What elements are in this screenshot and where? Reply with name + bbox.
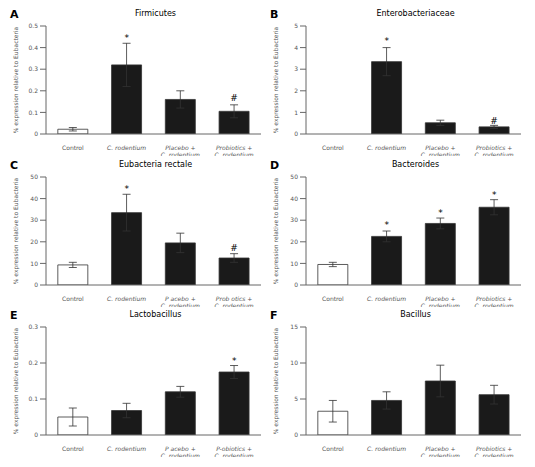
svg-text:Control: Control	[322, 445, 344, 452]
svg-text:50: 50	[290, 173, 298, 180]
svg-text:C. rodentium: C. rodentium	[107, 445, 146, 452]
svg-text:C. rodentium: C. rodentium	[367, 144, 406, 151]
svg-text:Control: Control	[62, 295, 84, 302]
svg-text:Placebo +C. rodentium: Placebo +C. rodentium	[421, 445, 460, 457]
svg-text:0: 0	[34, 281, 38, 288]
svg-text:0: 0	[294, 281, 298, 288]
svg-text:Probiotics +C. rodentium: Probiotics +C. rodentium	[215, 144, 254, 156]
svg-text:#: #	[230, 93, 238, 103]
svg-text:Placebo +C. rodentium: Placebo +C. rodentium	[161, 144, 200, 156]
svg-text:20: 20	[290, 238, 298, 245]
svg-text:*: *	[492, 189, 497, 199]
svg-text:Probiotics +C. rodentium: Probiotics +C. rodentium	[475, 144, 514, 156]
svg-text:Control: Control	[322, 144, 344, 151]
html-text:Eubacteria rectale: Eubacteria rectale	[118, 159, 193, 169]
svg-text:0.2: 0.2	[28, 87, 38, 94]
svg-text:0: 0	[294, 130, 298, 137]
svg-text:*: *	[384, 36, 389, 46]
svg-text:Probiotics +C. rodentium: Probiotics +C. rodentium	[475, 445, 514, 457]
svg-text:10: 10	[30, 259, 38, 266]
svg-text:C. rodentium: C. rodentium	[107, 295, 146, 302]
svg-text:0: 0	[34, 130, 38, 137]
html-text:E: E	[10, 309, 18, 323]
html-text:Bacillus: Bacillus	[400, 310, 431, 320]
svg-text:0.1: 0.1	[28, 395, 38, 402]
html-text:C: C	[10, 158, 19, 172]
svg-text:C. rodentium: C. rodentium	[107, 144, 146, 151]
svg-text:0.3: 0.3	[28, 323, 38, 330]
html-text:F: F	[270, 309, 278, 323]
svg-text:40: 40	[290, 194, 298, 201]
svg-text:% expression relative to Eubac: % expression relative to Eubacteria	[12, 328, 20, 435]
svg-text:P-obiotics +C. rodentium: P-obiotics +C. rodentium	[215, 445, 254, 457]
svg-text:2: 2	[294, 87, 298, 94]
svg-text:15: 15	[290, 323, 298, 330]
svg-text:0.1: 0.1	[28, 109, 38, 116]
svg-text:% expression relative to Eubac: % expression relative to Eubacteria	[272, 177, 280, 284]
svg-text:% expression relative to Eubac: % expression relative to Eubacteria	[12, 26, 20, 133]
html-text:Firmicutes: Firmicutes	[134, 9, 176, 18]
svg-text:*: *	[232, 356, 237, 366]
html-text:Bacteroides: Bacteroides	[391, 159, 440, 169]
svg-text:Placebo +C. rodentium: Placebo +C. rodentium	[421, 144, 460, 156]
svg-text:Placebo +C. rodentium: Placebo +C. rodentium	[421, 295, 460, 307]
html-text:Enterobacteriaceae: Enterobacteriaceae	[376, 9, 455, 18]
svg-text:% expression relative to Eubac: % expression relative to Eubacteria	[272, 26, 280, 133]
html-text:B: B	[270, 8, 279, 21]
svg-text:4: 4	[294, 44, 298, 51]
svg-text:#: #	[230, 243, 238, 253]
svg-text:5: 5	[294, 22, 298, 29]
svg-text:0.5: 0.5	[28, 22, 38, 29]
svg-text:#: #	[490, 116, 498, 126]
svg-text:50: 50	[30, 173, 38, 180]
svg-text:Control: Control	[62, 144, 84, 151]
svg-text:Control: Control	[322, 295, 344, 302]
svg-text:P acebo +C. rodentium: P acebo +C. rodentium	[161, 445, 200, 457]
svg-text:% expression relative to Eubac: % expression relative to Eubacteria	[272, 328, 280, 435]
svg-text:*: *	[124, 183, 129, 193]
svg-text:10: 10	[290, 259, 298, 266]
svg-text:5: 5	[294, 395, 298, 402]
svg-text:30: 30	[30, 216, 38, 223]
svg-text:0: 0	[34, 431, 38, 438]
svg-text:0.3: 0.3	[28, 65, 38, 72]
svg-text:Control: Control	[62, 445, 84, 452]
svg-text:% expression relative to Eubac: % expression relative to Eubacteria	[12, 177, 20, 284]
svg-text:3: 3	[294, 65, 298, 72]
svg-text:Prob otics +C. rodentium: Prob otics +C. rodentium	[215, 295, 254, 307]
svg-text:*: *	[438, 208, 443, 218]
svg-text:*: *	[384, 219, 389, 229]
svg-text:C. rodentium: C. rodentium	[367, 445, 406, 452]
svg-text:0: 0	[294, 431, 298, 438]
svg-text:1: 1	[294, 109, 298, 116]
svg-text:0.4: 0.4	[28, 44, 38, 51]
svg-text:Probiotics +C. rodentium: Probiotics +C. rodentium	[475, 295, 514, 307]
svg-text:10: 10	[290, 359, 298, 366]
svg-text:40: 40	[30, 194, 38, 201]
svg-text:P acebo +C. rodentium: P acebo +C. rodentium	[161, 295, 200, 307]
svg-text:C. rodentium: C. rodentium	[367, 295, 406, 302]
html-text:Lactobacillus: Lactobacillus	[129, 310, 182, 320]
html-text:D: D	[270, 158, 280, 172]
svg-text:*: *	[124, 33, 129, 43]
html-text:A: A	[10, 8, 19, 21]
svg-text:30: 30	[290, 216, 298, 223]
svg-text:20: 20	[30, 238, 38, 245]
svg-text:0.2: 0.2	[28, 359, 38, 366]
